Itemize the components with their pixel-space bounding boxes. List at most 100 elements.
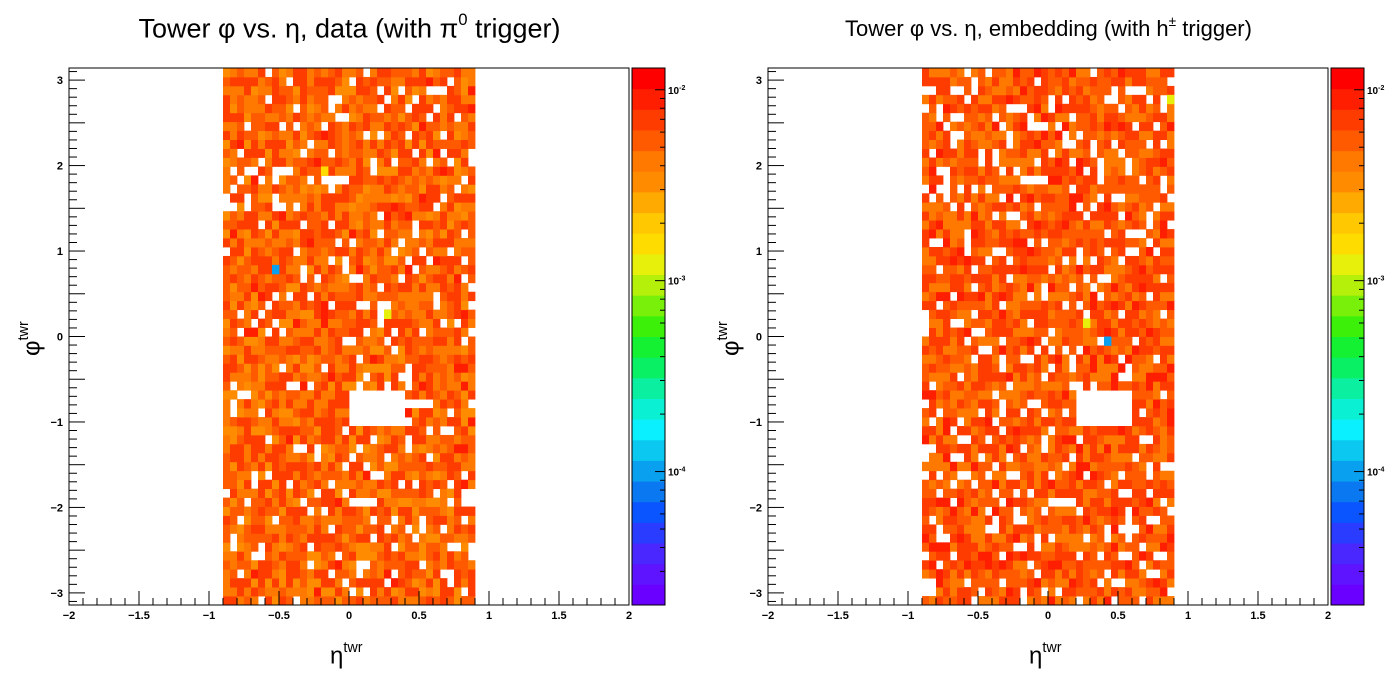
- heatmap-cell: [1153, 94, 1161, 105]
- heatmap-cell: [1055, 220, 1063, 230]
- heatmap-cell: [237, 587, 245, 597]
- heatmap-cell: [244, 76, 252, 87]
- heatmap-cell: [370, 247, 378, 257]
- heatmap-cell: [258, 470, 266, 481]
- heatmap-cell: [433, 461, 441, 472]
- heatmap-cell: [265, 560, 273, 570]
- heatmap-cell: [978, 488, 986, 498]
- heatmap-cell: [1041, 417, 1049, 427]
- heatmap-cell: [1034, 112, 1042, 123]
- heatmap-cell: [335, 345, 343, 355]
- heatmap-cell: [258, 68, 266, 78]
- heatmap-cell: [454, 130, 462, 140]
- heatmap-cell: [314, 202, 322, 212]
- heatmap-cell: [356, 184, 364, 194]
- heatmap-cell: [398, 345, 406, 355]
- heatmap-cell: [405, 560, 413, 570]
- heatmap-cell: [1167, 417, 1175, 427]
- heatmap-cell: [943, 157, 951, 167]
- heatmap-cell: [468, 587, 476, 597]
- heatmap-cell: [999, 255, 1007, 266]
- heatmap-cell: [999, 139, 1007, 149]
- heatmap-cell: [1048, 112, 1056, 123]
- heatmap-cell: [265, 381, 273, 391]
- heatmap-cell: [1013, 94, 1021, 105]
- heatmap-cell: [1055, 309, 1063, 319]
- heatmap-cell: [321, 587, 329, 597]
- heatmap-cell: [1083, 426, 1091, 436]
- heatmap-cell: [992, 408, 1000, 418]
- heatmap-cell: [1097, 497, 1105, 507]
- heatmap-cell: [244, 238, 252, 248]
- heatmap-cell: [398, 121, 406, 132]
- heatmap-cell: [265, 426, 273, 436]
- heatmap-cell: [384, 461, 392, 472]
- heatmap-cell: [957, 255, 965, 266]
- heatmap-cell: [447, 193, 455, 203]
- heatmap-cell: [1027, 193, 1035, 203]
- heatmap-cell: [468, 596, 476, 606]
- heatmap-cell: [419, 578, 427, 588]
- heatmap-cell: [1139, 220, 1147, 230]
- heatmap-cell: [433, 175, 441, 185]
- heatmap-cell: [433, 542, 441, 552]
- heatmap-cell: [1027, 85, 1035, 96]
- heatmap-cell: [223, 479, 231, 490]
- heatmap-cell: [929, 390, 937, 400]
- heatmap-cell: [398, 318, 406, 328]
- heatmap-cell: [1111, 202, 1119, 212]
- heatmap-cell: [251, 229, 259, 239]
- heatmap-cell: [321, 452, 329, 463]
- heatmap-cell: [1041, 533, 1049, 543]
- heatmap-cell: [1006, 68, 1014, 78]
- heatmap-cell: [335, 76, 343, 87]
- heatmap-cell: [1104, 488, 1112, 498]
- heatmap-cell: [391, 596, 399, 606]
- heatmap-cell: [1104, 130, 1112, 140]
- heatmap-cell: [992, 309, 1000, 319]
- heatmap-cell: [992, 443, 1000, 454]
- heatmap-cell: [391, 211, 399, 221]
- heatmap-cell: [950, 68, 958, 78]
- heatmap-cell: [321, 148, 329, 158]
- heatmap-cell: [1020, 345, 1028, 355]
- heatmap-cell: [1132, 542, 1140, 552]
- heatmap-cell: [1062, 282, 1070, 293]
- heatmap-cell: [328, 551, 336, 561]
- heatmap-cell: [1006, 300, 1014, 311]
- heatmap-cell: [1076, 488, 1084, 498]
- heatmap-cell: [936, 291, 944, 302]
- heatmap-cell: [1041, 76, 1049, 87]
- heatmap-cell: [1153, 336, 1161, 346]
- heatmap-cell: [237, 273, 245, 284]
- heatmap-cell: [1048, 202, 1056, 212]
- heatmap-cell: [461, 211, 469, 221]
- heatmap-cell: [929, 157, 937, 167]
- heatmap-cell: [1027, 551, 1035, 561]
- heatmap-cell: [230, 524, 238, 534]
- heatmap-cell: [223, 112, 231, 123]
- heatmap-cell: [251, 139, 259, 149]
- heatmap-cell: [286, 470, 294, 481]
- heatmap-cell: [440, 94, 448, 105]
- heatmap-cell: [272, 426, 280, 436]
- heatmap-cell: [307, 372, 315, 382]
- heatmap-cell: [943, 443, 951, 454]
- heatmap-cell: [377, 354, 385, 364]
- heatmap-cell: [314, 300, 322, 311]
- heatmap-cell: [468, 524, 476, 534]
- heatmap-cell: [293, 85, 301, 96]
- heatmap-cell: [279, 354, 287, 364]
- heatmap-cell: [300, 372, 308, 382]
- heatmap-cell: [1083, 434, 1091, 445]
- heatmap-cell: [978, 166, 986, 176]
- heatmap-cell: [433, 354, 441, 364]
- heatmap-cell: [1006, 596, 1014, 606]
- heatmap-cell: [391, 76, 399, 87]
- heatmap-cell: [971, 68, 979, 78]
- heatmap-cell: [1034, 103, 1042, 114]
- heatmap-cell: [363, 255, 371, 266]
- heatmap-cell: [1076, 443, 1084, 454]
- heatmap-cell: [1083, 578, 1091, 588]
- heatmap-cell: [978, 318, 986, 328]
